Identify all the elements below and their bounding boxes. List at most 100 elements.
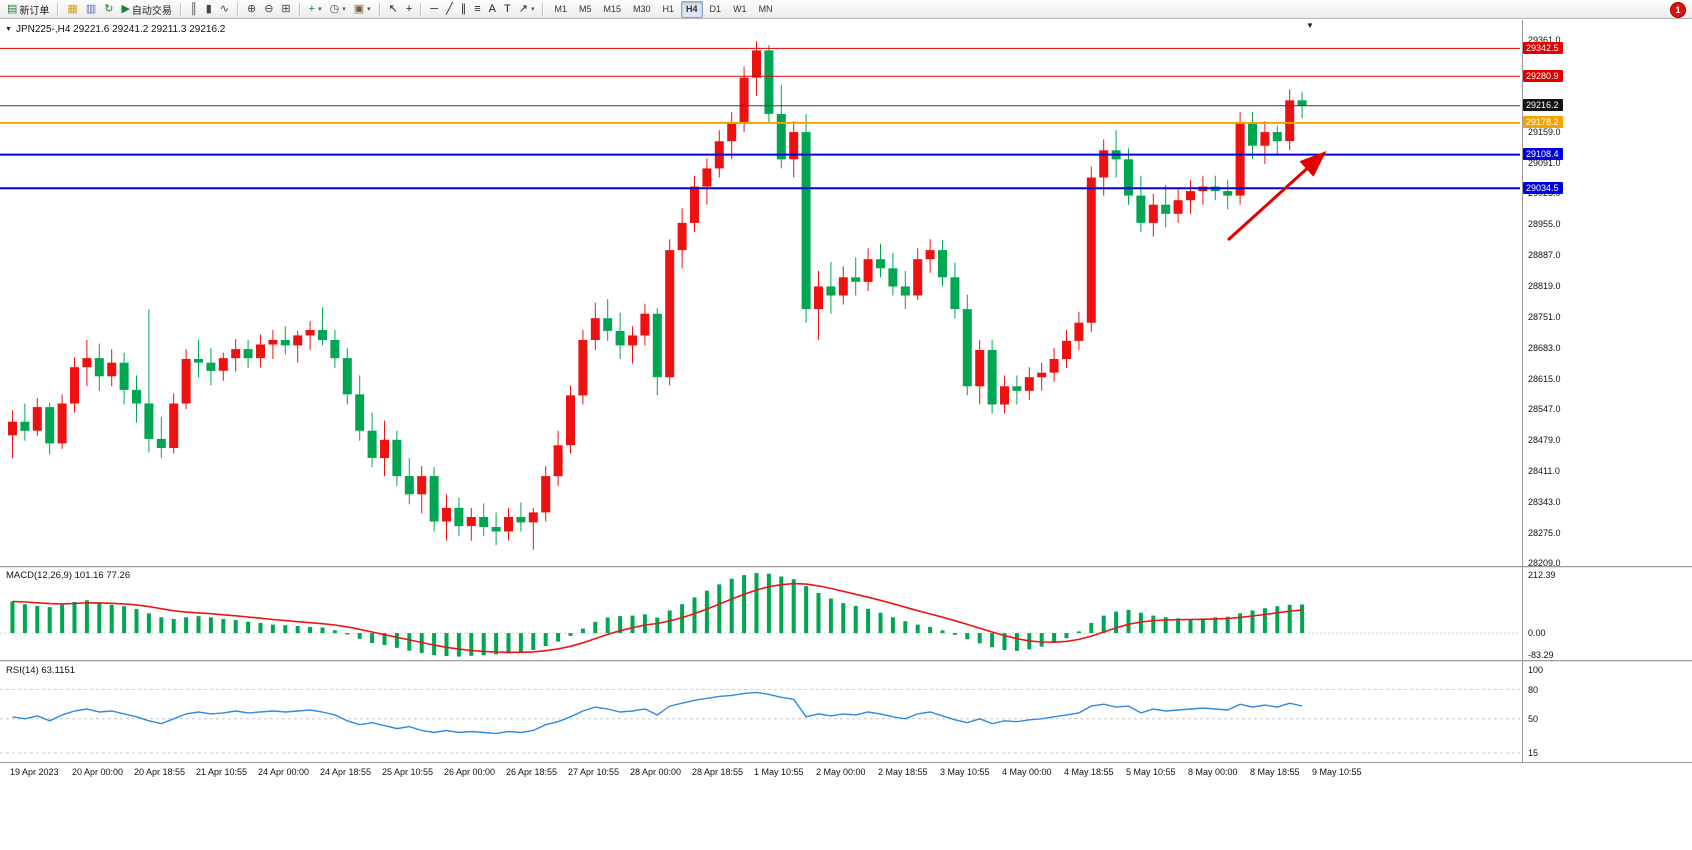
candlestick-chart-type-icon: ▮ <box>205 2 212 15</box>
time-axis-label: 25 Apr 10:55 <box>382 767 434 777</box>
arrows-button[interactable]: ↗ ▾ <box>515 0 539 18</box>
panel-separator <box>0 566 1692 567</box>
price-axis-label: 28343.0 <box>1528 497 1561 507</box>
rsi-label: RSI(14) 63.1151 <box>6 665 76 676</box>
time-axis-label: 27 Apr 10:55 <box>568 767 620 777</box>
time-axis-label: 28 Apr 18:55 <box>692 767 744 777</box>
indicators-button[interactable]: + ▾ <box>305 0 326 18</box>
symbol-dropdown-icon[interactable]: ▼ <box>5 26 12 33</box>
refresh-icon: ↻ <box>104 2 114 15</box>
line-chart-type-button[interactable]: ∿ <box>216 0 233 18</box>
macd-axis-label: -83.29 <box>1528 650 1554 660</box>
new-order-label: 新订单 <box>19 5 50 17</box>
time-axis-label: 20 Apr 18:55 <box>134 767 186 777</box>
timeframe-m30-button[interactable]: M30 <box>633 3 651 14</box>
caret-down-icon: ▾ <box>367 6 371 13</box>
caret-down-icon: ▾ <box>318 6 322 13</box>
horizontal-line-button[interactable]: ─ <box>426 0 442 18</box>
price-chart[interactable] <box>0 20 1522 566</box>
toolbar-separator <box>236 2 239 16</box>
periods-button[interactable]: ◷ ▾ <box>326 0 350 18</box>
time-axis-label: 2 May 00:00 <box>816 767 866 777</box>
candlestick-chart-type-button[interactable]: ▮ <box>202 0 216 18</box>
text-icon: A <box>488 2 496 15</box>
trendline-button[interactable]: ╱ <box>442 0 457 18</box>
auto-trading-label: 自动交易 <box>131 5 172 17</box>
crosshair-button[interactable]: + <box>402 0 416 18</box>
timeframe-d1-button[interactable]: D1 <box>709 3 722 14</box>
toolbar-separator <box>179 2 182 16</box>
main-toolbar: ▤ 新订单 ▦ ▥ ↻ ▶ 自动交易 ║ ▮ ∿ ⊕ ⊖ ⊞ + ▾ ◷ ▾ ▣ ▾ ↖ + ─ ╱ ∥ ≡ A T ↗ ▾ M1 M5 M1… <box>0 0 1692 19</box>
time-axis-label: 8 May 18:55 <box>1250 767 1300 777</box>
time-axis-border <box>0 762 1692 763</box>
macd-indicator-chart[interactable] <box>0 568 1522 660</box>
time-axis-label: 28 Apr 00:00 <box>630 767 682 777</box>
chart-shift-marker[interactable]: ▼ <box>1306 21 1314 30</box>
text-button[interactable]: A <box>485 0 500 18</box>
price-level-badge: 29216.2 <box>1523 99 1563 112</box>
horizontal-line-icon: ─ <box>430 2 439 15</box>
auto-trading-button[interactable]: ▶ 自动交易 <box>117 0 175 18</box>
time-axis-label: 19 Apr 2023 <box>10 767 59 777</box>
indicators-icon: + <box>308 2 316 15</box>
price-axis-label: 28209.0 <box>1528 557 1561 568</box>
chart-title-text: JPN225-,H4 29221.6 29241.2 29211.3 29216… <box>15 24 226 35</box>
notification-badge[interactable]: 1 <box>1670 2 1686 18</box>
time-axis-label: 20 Apr 00:00 <box>72 767 124 777</box>
price-axis-label: 29361.0 <box>1528 35 1561 45</box>
panel-separator-highlight <box>0 567 1692 568</box>
new-order-button[interactable]: ▤ 新订单 <box>3 0 53 18</box>
price-axis-label: 28955.0 <box>1528 219 1561 230</box>
toolbar-separator <box>420 2 423 16</box>
zoom-out-icon: ⊖ <box>264 2 274 15</box>
profiles-icon: ▥ <box>85 2 97 15</box>
timeframe-h1-button[interactable]: H1 <box>662 3 675 14</box>
equidistant-channel-button[interactable]: ∥ <box>457 0 471 18</box>
templates-button[interactable]: ▣ ▾ <box>350 0 375 18</box>
price-axis-label: 29091.0 <box>1528 157 1561 168</box>
profiles-button[interactable]: ▥ <box>82 0 100 18</box>
refresh-button[interactable]: ↻ <box>100 0 117 18</box>
time-axis-label: 9 May 10:55 <box>1312 767 1362 777</box>
price-axis-label: 29159.0 <box>1528 126 1561 137</box>
trendline-icon: ╱ <box>446 2 453 15</box>
fibonacci-icon: ≡ <box>474 2 481 15</box>
text-label-button[interactable]: T <box>500 0 515 18</box>
bar-chart-type-button[interactable]: ║ <box>186 0 202 18</box>
tile-windows-icon: ⊞ <box>281 2 291 15</box>
tile-windows-button[interactable]: ⊞ <box>277 0 294 18</box>
zoom-in-button[interactable]: ⊕ <box>243 0 260 18</box>
panel-separator-highlight <box>0 661 1692 662</box>
fibonacci-button[interactable]: ≡ <box>470 0 484 18</box>
price-level-badge: 29178.2 <box>1523 116 1563 129</box>
price-axis-label: 28275.0 <box>1528 527 1561 538</box>
cursor-button[interactable]: ↖ <box>385 0 402 18</box>
chart-window-button[interactable]: ▦ <box>63 0 81 18</box>
new-order-icon: ▤ <box>7 2 18 15</box>
time-axis-label: 24 Apr 18:55 <box>320 767 372 777</box>
price-axis-label: 28819.0 <box>1528 281 1561 291</box>
time-axis: 19 Apr 2023 20 Apr 00:00 20 Apr 18:55 21 Ap… <box>0 765 1692 781</box>
arrows-icon: ↗ <box>518 2 528 15</box>
timeframe-mn-button[interactable]: MN <box>758 3 773 14</box>
macd-label: MACD(12,26,9) 101.16 77.26 <box>6 570 131 581</box>
timeframe-m15-button[interactable]: M15 <box>603 3 621 14</box>
caret-down-icon: ▾ <box>530 6 535 13</box>
price-axis-border <box>1522 20 1523 762</box>
price-level-badge: 29280.9 <box>1523 69 1563 82</box>
zoom-in-icon: ⊕ <box>246 2 257 15</box>
price-axis-label: 28411.0 <box>1528 466 1560 477</box>
rsi-indicator-chart[interactable] <box>0 662 1522 762</box>
timeframe-m1-button[interactable]: M1 <box>554 3 567 14</box>
crosshair-icon: + <box>405 2 413 15</box>
caret-down-icon: ▾ <box>342 6 346 13</box>
toolbar-separator <box>57 2 60 16</box>
timeframe-h4-button[interactable]: H4 <box>681 0 703 18</box>
periods-icon: ◷ <box>329 2 340 15</box>
price-axis-label: 28479.0 <box>1528 435 1561 446</box>
timeframe-m5-button[interactable]: M5 <box>578 3 592 14</box>
timeframe-w1-button[interactable]: W1 <box>733 3 747 14</box>
zoom-out-button[interactable]: ⊖ <box>260 0 277 18</box>
line-chart-type-icon: ∿ <box>219 2 229 15</box>
time-axis-label: 1 May 10:55 <box>754 767 804 777</box>
